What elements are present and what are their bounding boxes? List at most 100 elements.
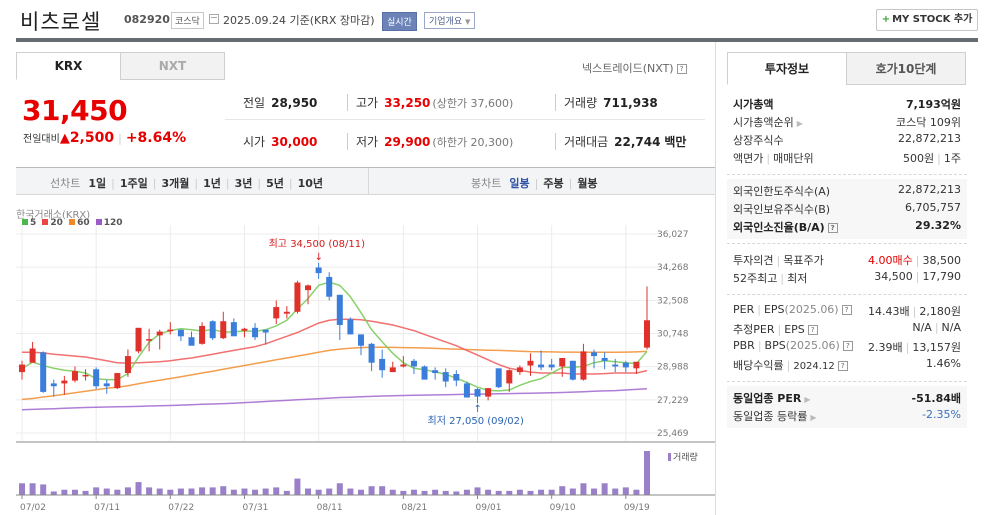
header-divider	[16, 38, 978, 42]
help-icon[interactable]: ?	[841, 305, 852, 315]
candle-monthly[interactable]: 월봉	[577, 177, 598, 190]
period-5y[interactable]: 5년	[266, 177, 284, 190]
period-1y[interactable]: 1년	[203, 177, 221, 190]
realtime-button[interactable]: 실시간	[382, 12, 417, 31]
foreign-limit-row: 외국인한도주식수(A) 22,872,213	[733, 183, 961, 198]
candlestick-chart[interactable]: 최고 34,500 (08/11) ↓ 최저 27,050 (09/02)↑ 36,…	[0, 225, 715, 515]
company-info-label: 기업개요	[429, 17, 463, 27]
plus-icon: +	[881, 14, 891, 25]
company-info-dropdown[interactable]: 기업개요 ▼	[424, 12, 476, 29]
svg-text:27,229: 27,229	[657, 396, 689, 406]
help-icon[interactable]: ?	[837, 361, 848, 371]
volume-bars: 거래량	[16, 451, 715, 496]
help-icon[interactable]: ?	[827, 223, 838, 233]
panel-divider	[715, 42, 716, 515]
chart-grid	[16, 225, 715, 443]
arrow-right-icon: ▶	[810, 413, 817, 422]
ma20-swatch	[42, 219, 49, 225]
calendar-icon	[209, 14, 219, 24]
prev-close: 전일 28,950	[243, 96, 318, 110]
ma5-swatch	[22, 219, 28, 225]
change-label: 전일대비	[23, 134, 60, 145]
candle-daily[interactable]: 일봉	[509, 177, 530, 190]
market-badge: 코스닥	[171, 12, 204, 29]
period-1w[interactable]: 1주일	[119, 177, 148, 190]
quote-summary: 전일 28,950 고가 33,250 (상한가 37,600) 거래량 711,938…	[225, 84, 705, 164]
period-1d[interactable]: 1일	[88, 177, 107, 190]
per-eps-row: PER | EPS(2025.06)? 14.43배 | 2,180원	[733, 303, 961, 318]
svg-text:30,748: 30,748	[657, 330, 689, 340]
nxt-link-label: 넥스트레이드(NXT)	[582, 62, 674, 75]
svg-text:28,988: 28,988	[657, 363, 689, 373]
est-per-row: 추정PER | EPS? N/A | N/A	[733, 321, 961, 336]
line-chart-periods: 선차트 1일 | 1주일 | 3개월 | 1년 | 3년 | 5년 | 10년	[50, 177, 324, 190]
svg-text:25,469: 25,469	[657, 429, 689, 439]
foreign-holding-row: 외국인보유주식수(B) 6,705,757	[733, 201, 961, 216]
pbr-bps-row: PBR | BPS(2025.06)? 2.39배 | 13,157원	[733, 339, 961, 354]
help-icon[interactable]: ?	[842, 341, 853, 351]
chart-exchange-label: 한국거래소(KRX)	[16, 210, 91, 221]
svg-text:↓: ↓	[315, 252, 323, 263]
candle-chart-label: 봉차트	[471, 177, 502, 190]
candle-weekly[interactable]: 주봉	[543, 177, 564, 190]
svg-text:36,027: 36,027	[657, 230, 689, 240]
svg-text:07/11: 07/11	[94, 503, 120, 513]
tab-krx[interactable]: KRX	[16, 52, 121, 80]
chart-annotations: 최고 34,500 (08/11) ↓ 최저 27,050 (09/02)↑	[269, 238, 524, 427]
day-high: 고가 33,250 (상한가 37,600)	[347, 94, 513, 111]
svg-text:32,508: 32,508	[657, 296, 689, 306]
line-chart-label: 선차트	[50, 177, 81, 190]
help-icon[interactable]: ?	[807, 325, 818, 335]
period-3y[interactable]: 3년	[234, 177, 253, 190]
par-value-row: 액면가 | 매매단위 500원 | 1주	[733, 152, 961, 165]
nxt-info-link[interactable]: 넥스트레이드(NXT)?	[582, 60, 687, 76]
y-axis: 36,027 34,268 32,508 30,748 28,988 27,229 25,4…	[657, 230, 689, 439]
industry-per-row[interactable]: 동일업종 PER ▶ -51.84배	[733, 392, 961, 405]
svg-text:09/01: 09/01	[476, 503, 502, 513]
stock-code: 082920	[124, 13, 170, 26]
svg-text:07/31: 07/31	[242, 503, 268, 513]
tab-nxt[interactable]: NXT	[120, 52, 225, 80]
arrow-right-icon: ▶	[804, 395, 811, 404]
exchange-tabs: KRX NXT	[16, 52, 225, 80]
open-price: 시가 30,000	[243, 135, 318, 149]
trade-amount: 거래대금 22,744 백만	[555, 133, 686, 150]
candles	[19, 262, 650, 404]
chart-period-bar: 선차트 1일 | 1주일 | 3개월 | 1년 | 3년 | 5년 | 10년 봉차트 일봉 | 주봉 | 월봉	[16, 167, 715, 195]
market-cap-rank-row[interactable]: 시가총액순위 ▶ 코스닥 109위	[733, 116, 961, 129]
market-cap-row: 시가총액 7,193억원	[733, 98, 961, 111]
ma-legend: 5 20 60 120	[16, 218, 123, 228]
dividend-yield-row: 배당수익률 | 2024.12? 1.46%	[733, 357, 961, 372]
svg-text:07/02: 07/02	[20, 503, 46, 513]
svg-text:최저 27,050 (09/02): 최저 27,050 (09/02)	[428, 415, 524, 427]
change-value: 2,500	[69, 130, 115, 146]
svg-text:최고 34,500 (08/11): 최고 34,500 (08/11)	[269, 238, 365, 250]
svg-text:09/10: 09/10	[550, 503, 576, 513]
add-my-stock-button[interactable]: + MY STOCK 추가	[876, 9, 978, 31]
ma120-swatch	[95, 219, 102, 225]
help-icon[interactable]: ?	[676, 64, 687, 74]
add-my-stock-label: MY STOCK 추가	[892, 14, 973, 25]
period-10y[interactable]: 10년	[297, 177, 324, 190]
tab-orderbook-10[interactable]: 호가10단계	[846, 52, 966, 85]
svg-text:34,268: 34,268	[657, 263, 689, 273]
chevron-down-icon: ▼	[465, 18, 471, 26]
investment-info-panel: 시가총액 7,193억원 시가총액순위 ▶ 코스닥 109위 상장주식수 22,872,…	[727, 92, 967, 428]
volume: 거래량 711,938	[555, 94, 658, 111]
x-axis: 07/02 07/11 07/22 07/31 08/11 08/21 09/01 09/10…	[20, 495, 650, 513]
ma60-swatch	[69, 219, 76, 225]
svg-text:↑: ↑	[474, 404, 482, 415]
current-price: 31,450	[22, 94, 128, 127]
up-triangle-icon: ▲	[59, 131, 70, 146]
stock-header: 비츠로셀 082920 코스닥 2025.09.24 기준(KRX 장마감) 실…	[16, 0, 978, 38]
svg-text:09/19: 09/19	[624, 503, 650, 513]
opinion-row: 투자의견 | 목표주가 4.00매수 | 38,500	[733, 254, 961, 267]
moving-average-lines	[21, 281, 648, 411]
tab-investment-info[interactable]: 투자정보	[727, 52, 847, 85]
listed-shares-row: 상장주식수 22,872,213	[733, 132, 961, 147]
period-3m[interactable]: 3개월	[161, 177, 190, 190]
company-name: 비츠로셀	[20, 10, 102, 34]
day-low: 저가 29,900 (하한가 20,300)	[347, 133, 513, 150]
svg-text:07/22: 07/22	[168, 503, 194, 513]
industry-change-row[interactable]: 동일업종 등락률 ▶ -2.35%	[733, 408, 961, 423]
